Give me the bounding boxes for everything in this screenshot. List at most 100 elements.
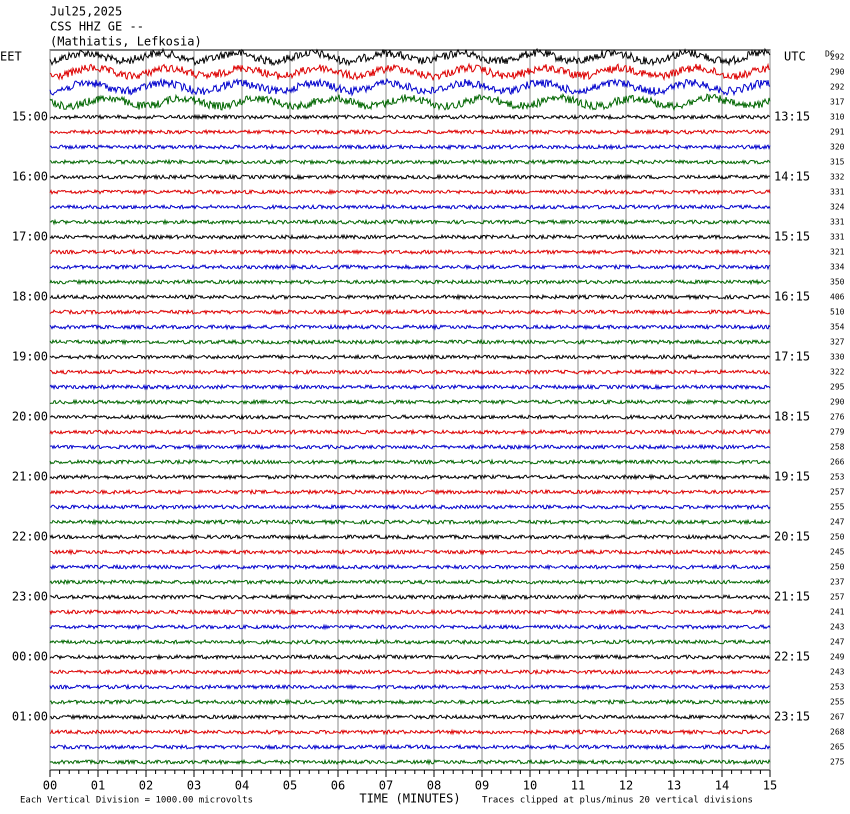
dc-value: 331 bbox=[830, 233, 845, 242]
dc-value: 317 bbox=[830, 98, 845, 107]
dc-value: 243 bbox=[830, 668, 845, 677]
trace bbox=[49, 548, 771, 556]
trace bbox=[49, 728, 771, 736]
dc-value: 265 bbox=[830, 743, 845, 752]
trace bbox=[49, 608, 771, 616]
dc-value: 258 bbox=[830, 443, 845, 452]
right-time-label: 13:15 bbox=[774, 110, 810, 124]
scale-note: Each Vertical Division = 1000.00 microvo… bbox=[20, 796, 253, 806]
right-time-label: 16:15 bbox=[774, 290, 810, 304]
right-time-label: 14:15 bbox=[774, 170, 810, 184]
x-tick-label: 02 bbox=[139, 779, 153, 793]
trace bbox=[49, 713, 771, 721]
trace bbox=[49, 593, 771, 601]
right-axis-title: UTC bbox=[784, 50, 806, 64]
trace bbox=[49, 278, 771, 286]
dc-value: 237 bbox=[830, 578, 845, 587]
dc-value: 334 bbox=[830, 263, 845, 272]
trace bbox=[49, 563, 771, 571]
x-tick-label: 00 bbox=[43, 779, 57, 793]
x-axis-title: TIME (MINUTES) bbox=[359, 792, 460, 806]
dc-value: 510 bbox=[830, 308, 845, 317]
dc-value: 291 bbox=[830, 128, 845, 137]
dc-value: 292 bbox=[830, 53, 845, 62]
trace bbox=[49, 758, 771, 766]
trace bbox=[49, 353, 771, 361]
trace bbox=[49, 503, 771, 511]
left-time-label: 01:00 bbox=[12, 710, 48, 724]
trace bbox=[49, 443, 771, 451]
trace bbox=[49, 473, 771, 481]
trace bbox=[49, 263, 771, 271]
x-tick-label: 05 bbox=[283, 779, 297, 793]
trace bbox=[49, 47, 771, 67]
dc-value: 321 bbox=[830, 248, 845, 257]
left-time-label: 23:00 bbox=[12, 590, 48, 604]
dc-value: 354 bbox=[830, 323, 845, 332]
left-time-label: 18:00 bbox=[12, 290, 48, 304]
x-tick-label: 09 bbox=[475, 779, 489, 793]
dc-value: 331 bbox=[830, 188, 845, 197]
trace bbox=[49, 398, 771, 406]
dc-value: 331 bbox=[830, 218, 845, 227]
right-time-label: 21:15 bbox=[774, 590, 810, 604]
trace bbox=[49, 743, 771, 751]
trace bbox=[49, 233, 771, 241]
left-time-label: 16:00 bbox=[12, 170, 48, 184]
trace bbox=[49, 533, 771, 541]
date: Jul25,2025 bbox=[50, 5, 122, 19]
trace bbox=[49, 653, 771, 661]
dc-value: 267 bbox=[830, 713, 845, 722]
dc-value: 290 bbox=[830, 398, 845, 407]
trace bbox=[49, 638, 771, 646]
dc-value: 310 bbox=[830, 113, 845, 122]
dc-value: 295 bbox=[830, 383, 845, 392]
trace bbox=[49, 698, 771, 706]
location: (Mathiatis, Lefkosia) bbox=[50, 35, 202, 49]
left-time-label: 20:00 bbox=[12, 410, 48, 424]
left-time-label: 00:00 bbox=[12, 650, 48, 664]
trace bbox=[49, 158, 771, 166]
left-time-label: 22:00 bbox=[12, 530, 48, 544]
right-time-label: 17:15 bbox=[774, 350, 810, 364]
left-axis-title: EET bbox=[0, 50, 22, 64]
dc-value: 330 bbox=[830, 353, 845, 362]
trace bbox=[49, 218, 771, 226]
dc-value: 249 bbox=[830, 653, 845, 662]
dc-value: 247 bbox=[830, 638, 845, 647]
dc-value: 250 bbox=[830, 563, 845, 572]
trace bbox=[49, 188, 771, 196]
dc-value: 255 bbox=[830, 698, 845, 707]
trace bbox=[49, 428, 771, 436]
dc-value: 250 bbox=[830, 533, 845, 542]
x-tick-label: 03 bbox=[187, 779, 201, 793]
trace bbox=[49, 203, 771, 211]
dc-value: 320 bbox=[830, 143, 845, 152]
station: CSS HHZ GE -- bbox=[50, 20, 144, 34]
x-tick-label: 10 bbox=[523, 779, 537, 793]
x-tick-label: 01 bbox=[91, 779, 105, 793]
trace bbox=[49, 113, 771, 121]
trace bbox=[49, 683, 771, 691]
trace bbox=[50, 248, 771, 256]
dc-value: 253 bbox=[830, 683, 845, 692]
dc-value: 247 bbox=[830, 518, 845, 527]
dc-title: DC bbox=[825, 50, 835, 59]
right-time-label: 23:15 bbox=[774, 710, 810, 724]
trace bbox=[49, 92, 771, 112]
x-tick-label: 04 bbox=[235, 779, 249, 793]
x-tick-label: 12 bbox=[619, 779, 633, 793]
trace bbox=[49, 173, 771, 181]
dc-value: 245 bbox=[830, 548, 845, 557]
trace bbox=[49, 308, 771, 316]
x-tick-label: 06 bbox=[331, 779, 345, 793]
trace bbox=[49, 338, 771, 346]
left-time-label: 15:00 bbox=[12, 110, 48, 124]
left-time-label: 17:00 bbox=[12, 230, 48, 244]
dc-value: 327 bbox=[830, 338, 845, 347]
dc-value: 257 bbox=[830, 488, 845, 497]
dc-value: 257 bbox=[830, 593, 845, 602]
trace bbox=[49, 668, 771, 676]
